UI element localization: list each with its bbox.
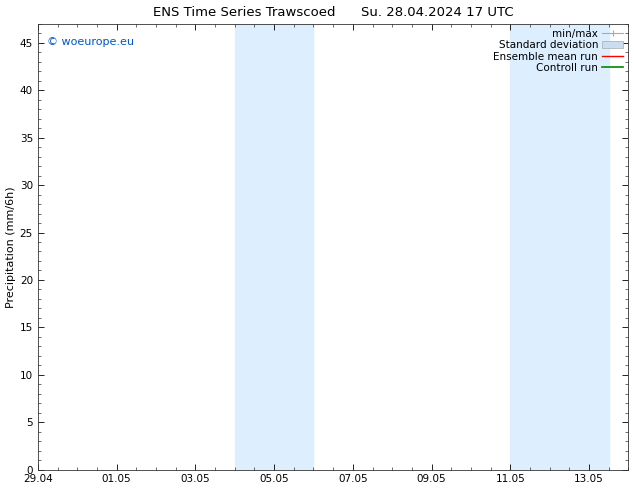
- Legend: min/max, Standard deviation, Ensemble mean run, Controll run: min/max, Standard deviation, Ensemble me…: [491, 27, 625, 75]
- Bar: [235, 24, 313, 469]
- Y-axis label: Precipitation (mm/6h): Precipitation (mm/6h): [6, 186, 16, 308]
- Bar: [510, 24, 609, 469]
- Text: © woeurope.eu: © woeurope.eu: [47, 37, 134, 47]
- Title: ENS Time Series Trawscoed      Su. 28.04.2024 17 UTC: ENS Time Series Trawscoed Su. 28.04.2024…: [153, 5, 514, 19]
